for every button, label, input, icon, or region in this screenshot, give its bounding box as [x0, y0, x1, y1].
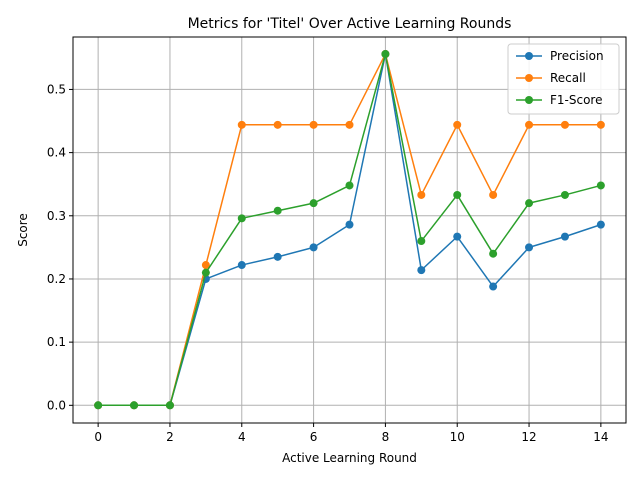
data-point [309, 199, 318, 208]
x-tick-label: 0 [94, 430, 102, 444]
data-point [345, 120, 354, 129]
x-tick-label: 14 [593, 430, 608, 444]
y-tick-label: 0.5 [47, 82, 66, 96]
y-tick-label: 0.4 [47, 146, 66, 160]
data-point [525, 243, 534, 252]
x-tick-label: 6 [310, 430, 318, 444]
data-point [560, 120, 569, 129]
data-point [453, 120, 462, 129]
x-axis-label: Active Learning Round [282, 451, 417, 465]
y-tick-label: 0.0 [47, 398, 66, 412]
x-tick-label: 12 [521, 430, 536, 444]
axis-ticks: 0 2 4 6 8 10 12 14 0.0 0.1 0.2 0.3 0.4 0.5 [47, 82, 609, 444]
data-point [560, 190, 569, 199]
chart-title: Metrics for 'Titel' Over Active Learning… [188, 16, 512, 32]
data-point [525, 120, 534, 129]
data-point [237, 120, 246, 129]
data-point [417, 266, 426, 275]
legend-item: Recall [516, 71, 586, 85]
legend-label: Precision [550, 49, 604, 63]
data-point [596, 120, 605, 129]
data-point [345, 181, 354, 190]
data-point [237, 214, 246, 223]
data-point [453, 190, 462, 199]
legend-marker [525, 74, 533, 82]
legend-marker [525, 52, 533, 60]
legend-item: F1-Score [516, 93, 602, 107]
data-point [94, 401, 103, 410]
data-point [596, 181, 605, 190]
data-point [525, 199, 534, 208]
data-point [596, 220, 605, 229]
x-tick-label: 10 [450, 430, 465, 444]
x-tick-label: 4 [238, 430, 246, 444]
legend-marker [525, 96, 533, 104]
legend: Precision Recall F1-Score [507, 43, 620, 115]
data-point [489, 282, 498, 291]
series-layer [94, 50, 605, 410]
data-point [273, 206, 282, 215]
data-point [489, 190, 498, 199]
data-point [165, 401, 174, 410]
data-point [201, 261, 210, 270]
y-tick-label: 0.1 [47, 335, 66, 349]
y-tick-label: 0.3 [47, 209, 66, 223]
series-f1-score [94, 50, 605, 410]
y-tick-label: 0.2 [47, 272, 66, 286]
data-point [453, 232, 462, 241]
data-point [237, 261, 246, 270]
plot-frame [72, 36, 627, 424]
legend-item: Precision [516, 49, 604, 63]
x-tick-label: 8 [382, 430, 390, 444]
legend-label: Recall [550, 71, 586, 85]
data-point [273, 252, 282, 261]
data-point [417, 190, 426, 199]
legend-box [507, 43, 620, 115]
y-axis-label: Score [16, 213, 30, 247]
legend-label: F1-Score [550, 93, 602, 107]
data-point [381, 50, 390, 59]
data-point [489, 249, 498, 258]
data-point [417, 237, 426, 246]
data-point [560, 232, 569, 241]
data-point [309, 243, 318, 252]
data-point [273, 120, 282, 129]
data-point [201, 268, 210, 277]
data-point [309, 120, 318, 129]
data-point [345, 220, 354, 229]
x-tick-label: 2 [166, 430, 174, 444]
data-point [130, 401, 139, 410]
